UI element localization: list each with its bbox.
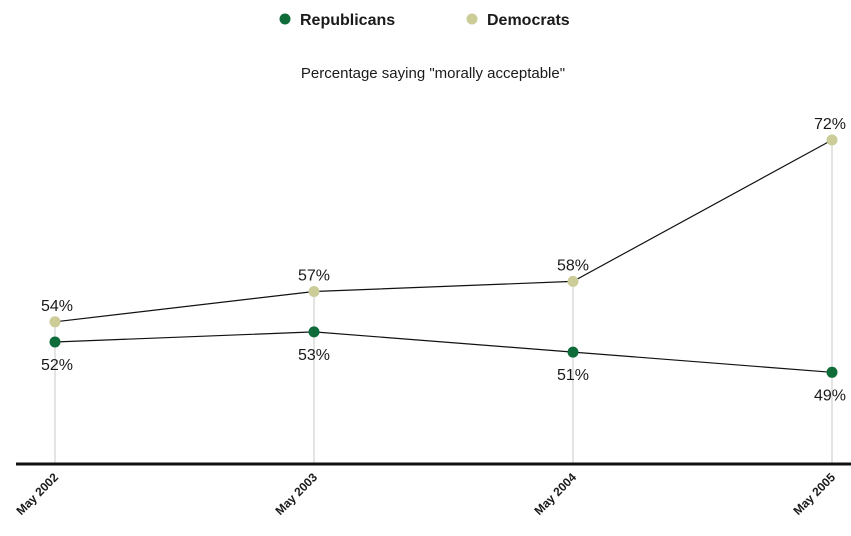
x-tick-labels: May 2002 May 2003 May 2004 May 2005 <box>13 470 838 518</box>
legend-label-democrats: Democrats <box>487 12 570 29</box>
data-label-democrats: 72% <box>814 116 846 133</box>
x-tick-label: May 2002 <box>13 470 61 518</box>
data-point-republicans <box>308 326 320 338</box>
series-line-republicans <box>54 331 833 373</box>
data-label-democrats: 57% <box>298 268 330 285</box>
data-point-republicans <box>567 346 579 358</box>
legend-marker-democrats <box>466 13 478 25</box>
data-points <box>49 134 838 378</box>
data-label-republicans: 53% <box>298 347 330 364</box>
drop-lines <box>54 140 833 464</box>
x-tick-label: May 2005 <box>790 470 838 518</box>
data-point-republicans <box>826 366 838 378</box>
legend-marker-republicans <box>279 13 291 25</box>
data-label-republicans: 49% <box>814 387 846 404</box>
data-label-republicans: 52% <box>41 357 73 374</box>
data-point-democrats <box>567 275 579 287</box>
legend: Republicans Democrats <box>279 12 570 29</box>
series-lines <box>54 139 833 373</box>
legend-label-republicans: Republicans <box>300 12 395 29</box>
data-point-democrats <box>826 134 838 146</box>
data-label-republicans: 51% <box>557 367 589 384</box>
data-point-democrats <box>308 286 320 297</box>
data-label-democrats: 54% <box>41 298 73 315</box>
data-point-democrats <box>49 316 61 328</box>
data-labels: 52% 53% 51% 49% 54% 57% 58% 72% <box>41 116 846 404</box>
chart-subtitle: Percentage saying "morally acceptable" <box>301 65 565 82</box>
series-line-democrats <box>54 139 833 323</box>
data-point-republicans <box>49 336 61 348</box>
x-tick-label: May 2004 <box>531 470 579 518</box>
x-tick-label: May 2003 <box>272 470 320 518</box>
data-label-democrats: 58% <box>557 257 589 274</box>
